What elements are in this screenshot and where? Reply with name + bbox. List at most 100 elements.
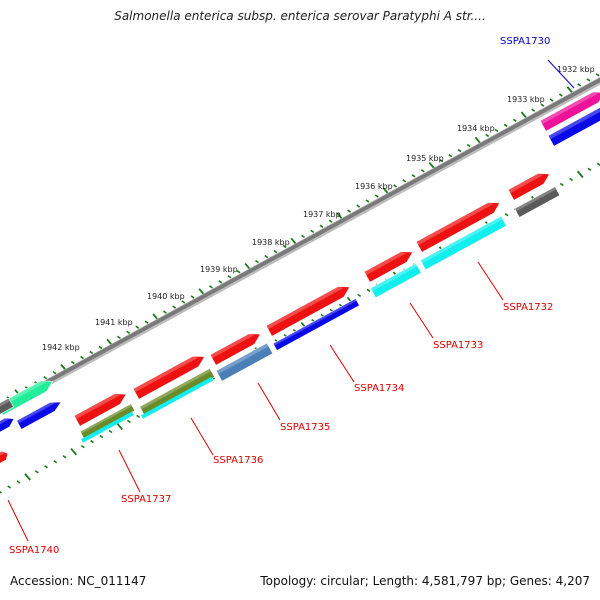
gene-highlight (0, 418, 9, 425)
minor-tick (531, 108, 536, 112)
gene-grey-left-feature[interactable] (0, 397, 14, 418)
kbp-label: 1934 kbp (457, 124, 495, 133)
kbp-label: 1933 kbp (507, 95, 545, 104)
kbp-scale-labels: 1932 kbp 1933 kbp 1934 kbp 1935 kbp 1936 kbp… (42, 65, 595, 352)
gene-sspa1732-red-feature[interactable] (415, 202, 501, 253)
minor-tick (503, 123, 508, 128)
gene-blue-left-feature[interactable] (16, 401, 62, 430)
minor-tick (0, 491, 2, 494)
gene-sspa1732-cyan-feature[interactable] (419, 215, 507, 271)
minor-tick (209, 285, 213, 289)
minor-tick (411, 174, 416, 178)
gene-highlight (0, 398, 11, 407)
gene-blue-upper-feature[interactable] (547, 107, 600, 147)
gene-sspa1740-feature[interactable] (0, 450, 9, 466)
gene-highlight (216, 343, 269, 375)
minor-tick (80, 355, 84, 360)
minor-tick (347, 209, 352, 213)
gene-label-sspa1732[interactable]: SSPA1732 (503, 302, 553, 313)
genome-stats-text: Topology: circular; Length: 4,581,797 bp… (260, 574, 590, 588)
minor-tick (116, 335, 121, 340)
gene-label-sspa1736[interactable]: SSPA1736 (213, 455, 263, 466)
minor-tick (99, 434, 104, 439)
minor-tick (310, 229, 315, 234)
minor-tick (586, 78, 591, 82)
minor-tick (301, 234, 305, 239)
gene-highlight (0, 380, 47, 408)
gene-sspa1737-red-feature[interactable] (73, 393, 127, 427)
minor-tick (53, 460, 58, 464)
minor-tick (136, 414, 141, 419)
gene-cyan-stripe (141, 376, 214, 419)
gene-highlight (420, 216, 503, 264)
kbp-label: 1942 kbp (42, 343, 80, 352)
gene-highlight (0, 451, 5, 456)
minor-tick (90, 439, 95, 444)
minor-tick (163, 310, 167, 314)
gene-label-sspa1740[interactable]: SSPA1740 (9, 545, 59, 556)
gene-sspa1734-blue-feature[interactable] (272, 298, 360, 351)
backbone-ring-shadow (0, 76, 600, 413)
gene-highlight (210, 333, 255, 359)
gene-highlight (139, 368, 212, 410)
gene-sspa1733-cyan-feature[interactable] (369, 262, 422, 299)
minor-tick (319, 224, 324, 228)
label-leader-lines (7, 59, 575, 542)
gene-sspa1735-red-feature[interactable] (209, 333, 261, 366)
minor-tick (236, 270, 241, 274)
major-tick (474, 136, 482, 145)
minor-tick (44, 465, 48, 469)
minor-tick (558, 93, 563, 97)
gene-highlight (540, 92, 599, 125)
minor-tick (126, 330, 131, 334)
gene-red-feature[interactable] (507, 173, 551, 201)
gene-sspa1736-red-feature[interactable] (132, 355, 206, 400)
gene-sspa1736-olive-feature[interactable] (139, 367, 216, 416)
inner-tick-track (0, 162, 600, 494)
gene-label-sspa1737[interactable]: SSPA1737 (121, 494, 171, 505)
gene-sspa1730-feature[interactable] (539, 91, 600, 132)
minor-tick (127, 419, 131, 424)
gene-highlight (266, 286, 344, 330)
leader-line (329, 344, 355, 383)
minor-tick (7, 485, 12, 489)
gene-label-sspa1734[interactable]: SSPA1734 (354, 383, 404, 394)
gene-sspa1737-olive-feature[interactable] (79, 403, 136, 439)
minor-tick (485, 133, 490, 138)
major-tick (24, 473, 31, 481)
minor-tick (549, 98, 554, 102)
gene-sspa1733-red-feature[interactable] (363, 251, 414, 283)
gene-highlight (548, 107, 600, 140)
minor-tick (356, 204, 361, 208)
minor-tick (108, 429, 113, 434)
gene-label-sspa1735[interactable]: SSPA1735 (280, 422, 330, 433)
backbone-ring (0, 77, 600, 410)
gene-label-sspa1733[interactable]: SSPA1733 (433, 340, 483, 351)
kbp-label: 1937 kbp (303, 210, 341, 219)
major-tick (116, 422, 124, 431)
minor-tick (448, 153, 453, 158)
gene-highlight (74, 393, 120, 420)
accession-text: Accession: NC_011147 (10, 574, 147, 588)
gene-sspa1734-red-feature[interactable] (265, 286, 351, 337)
gene-sspa1735-feature[interactable] (215, 342, 274, 382)
minor-tick (457, 148, 462, 153)
gene-highlight (370, 263, 418, 292)
kbp-label: 1936 kbp (355, 182, 393, 191)
leader-line (409, 302, 434, 339)
gene-highlight (273, 298, 357, 346)
gene-highlight (364, 251, 407, 276)
gene-label-sspa1730[interactable]: SSPA1730 (500, 36, 550, 47)
major-tick (70, 447, 77, 456)
minor-tick (98, 345, 103, 350)
major-tick (566, 86, 574, 94)
minor-tick (466, 143, 471, 148)
gene-grey-feature[interactable] (514, 186, 561, 218)
minor-tick (402, 179, 407, 183)
minor-tick (52, 370, 57, 375)
leader-line (477, 261, 504, 301)
minor-tick (264, 254, 269, 259)
gene-highlight (16, 402, 56, 424)
minor-tick (181, 300, 186, 304)
gene-blue-left2-feature[interactable] (0, 417, 15, 438)
